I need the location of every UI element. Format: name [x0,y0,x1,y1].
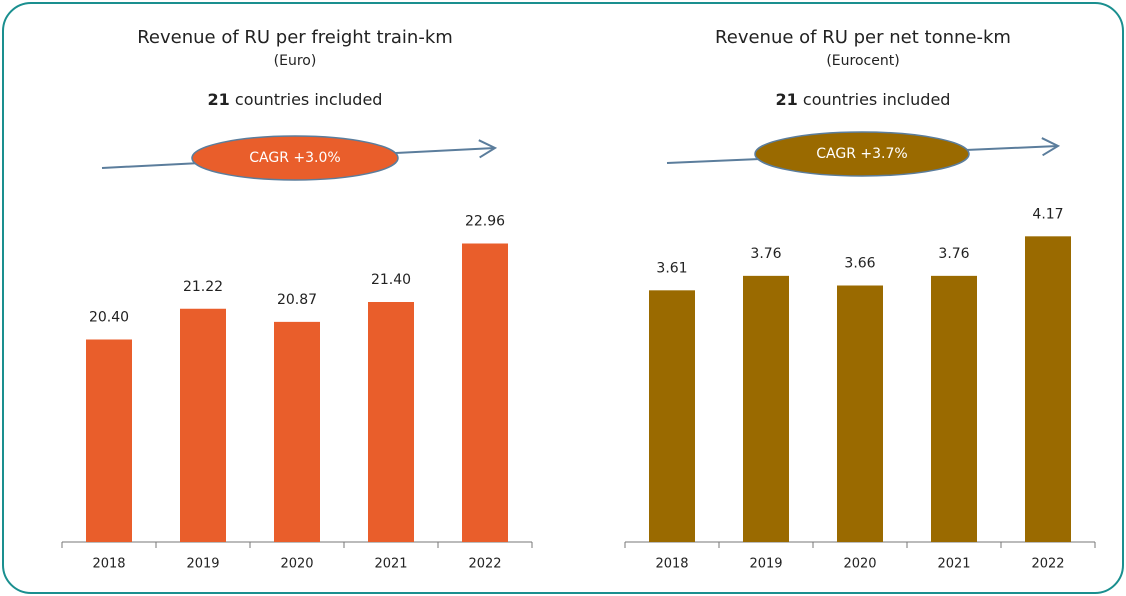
bar [274,321,320,542]
note-text: countries included [798,90,951,109]
x-tick-label: 2018 [655,557,688,572]
bar [837,285,883,542]
bar [86,339,132,542]
bar [462,243,508,542]
x-tick-label: 2019 [749,557,782,572]
chart-title: Revenue of RU per net tonne-km [715,27,1011,48]
data-label: 3.66 [844,256,875,272]
data-label: 3.61 [656,260,687,276]
bar [931,275,977,542]
cagr-label: CAGR +3.0% [249,150,340,166]
bar [368,302,414,542]
cagr-bubble [754,131,970,177]
data-label: 20.40 [89,310,129,326]
data-label: 21.40 [371,272,411,288]
arrow-head [1041,137,1061,157]
chart-subtitle: (Eurocent) [826,53,899,69]
note-count: 21 [208,90,230,109]
note-count: 21 [776,90,798,109]
data-label: 4.17 [1032,206,1063,222]
x-tick-label: 2021 [374,557,407,572]
note-text: countries included [230,90,383,109]
x-tick-label: 2022 [468,557,501,572]
bar [743,275,789,542]
cagr-label: CAGR +3.7% [816,146,907,162]
note: 21 countries included [776,90,951,109]
data-label: 22.96 [465,214,505,230]
x-tick-label: 2019 [186,557,219,572]
chart-subtitle: (Euro) [274,53,317,69]
data-label: 20.87 [277,292,317,308]
bar [180,308,226,542]
chart-title: Revenue of RU per freight train-km [137,27,453,48]
x-tick-label: 2020 [280,557,313,572]
x-tick-label: 2020 [843,557,876,572]
x-tick-label: 2022 [1031,557,1064,572]
bar [649,290,695,542]
x-tick-label: 2018 [92,557,125,572]
note: 21 countries included [208,90,383,109]
data-label: 21.22 [183,279,223,295]
data-label: 3.76 [938,246,969,262]
data-label: 3.76 [750,246,781,262]
cagr-bubble [191,135,399,181]
arrow-head [478,139,498,159]
x-tick-label: 2021 [937,557,970,572]
bar [1025,236,1071,543]
